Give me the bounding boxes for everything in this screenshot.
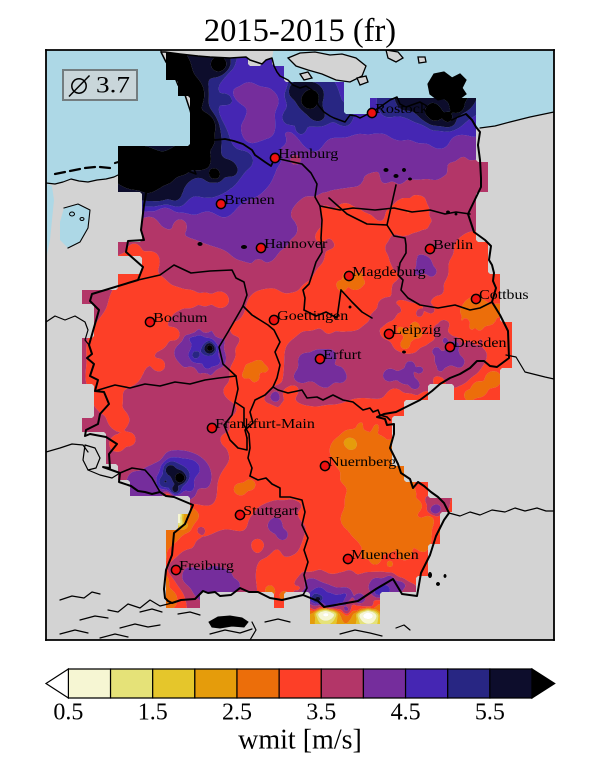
svg-text:0.5: 0.5 <box>53 699 83 725</box>
svg-text:Stuttgart: Stuttgart <box>243 503 298 518</box>
svg-text:4.5: 4.5 <box>391 699 421 725</box>
svg-text:wmit [m/s]: wmit [m/s] <box>238 725 362 756</box>
svg-text:Leipzig: Leipzig <box>392 322 441 337</box>
svg-text:Nuernberg: Nuernberg <box>328 454 396 469</box>
svg-text:1.5: 1.5 <box>138 699 168 725</box>
svg-text:Bochum: Bochum <box>153 310 208 325</box>
svg-text:Cottbus: Cottbus <box>479 287 528 302</box>
svg-text:Magdeburg: Magdeburg <box>352 264 426 279</box>
svg-text:2015-2015 (fr): 2015-2015 (fr) <box>204 13 396 49</box>
svg-text:3.7: 3.7 <box>96 73 130 98</box>
svg-text:5.5: 5.5 <box>475 699 505 725</box>
svg-text:Freiburg: Freiburg <box>179 558 234 573</box>
svg-text:Erfurt: Erfurt <box>323 347 362 362</box>
svg-text:Frankfurt-Main: Frankfurt-Main <box>215 416 315 431</box>
svg-text:Hamburg: Hamburg <box>278 146 338 161</box>
svg-text:Bremen: Bremen <box>224 192 275 207</box>
svg-text:Dresden: Dresden <box>453 335 507 350</box>
svg-text:2.5: 2.5 <box>222 699 252 725</box>
svg-text:Goettingen: Goettingen <box>277 308 348 323</box>
svg-text:3.5: 3.5 <box>306 699 336 725</box>
svg-text:Muenchen: Muenchen <box>351 547 419 562</box>
svg-text:Hannover: Hannover <box>264 236 328 251</box>
svg-text:Berlin: Berlin <box>433 237 473 252</box>
svg-text:Rostock: Rostock <box>375 101 428 116</box>
